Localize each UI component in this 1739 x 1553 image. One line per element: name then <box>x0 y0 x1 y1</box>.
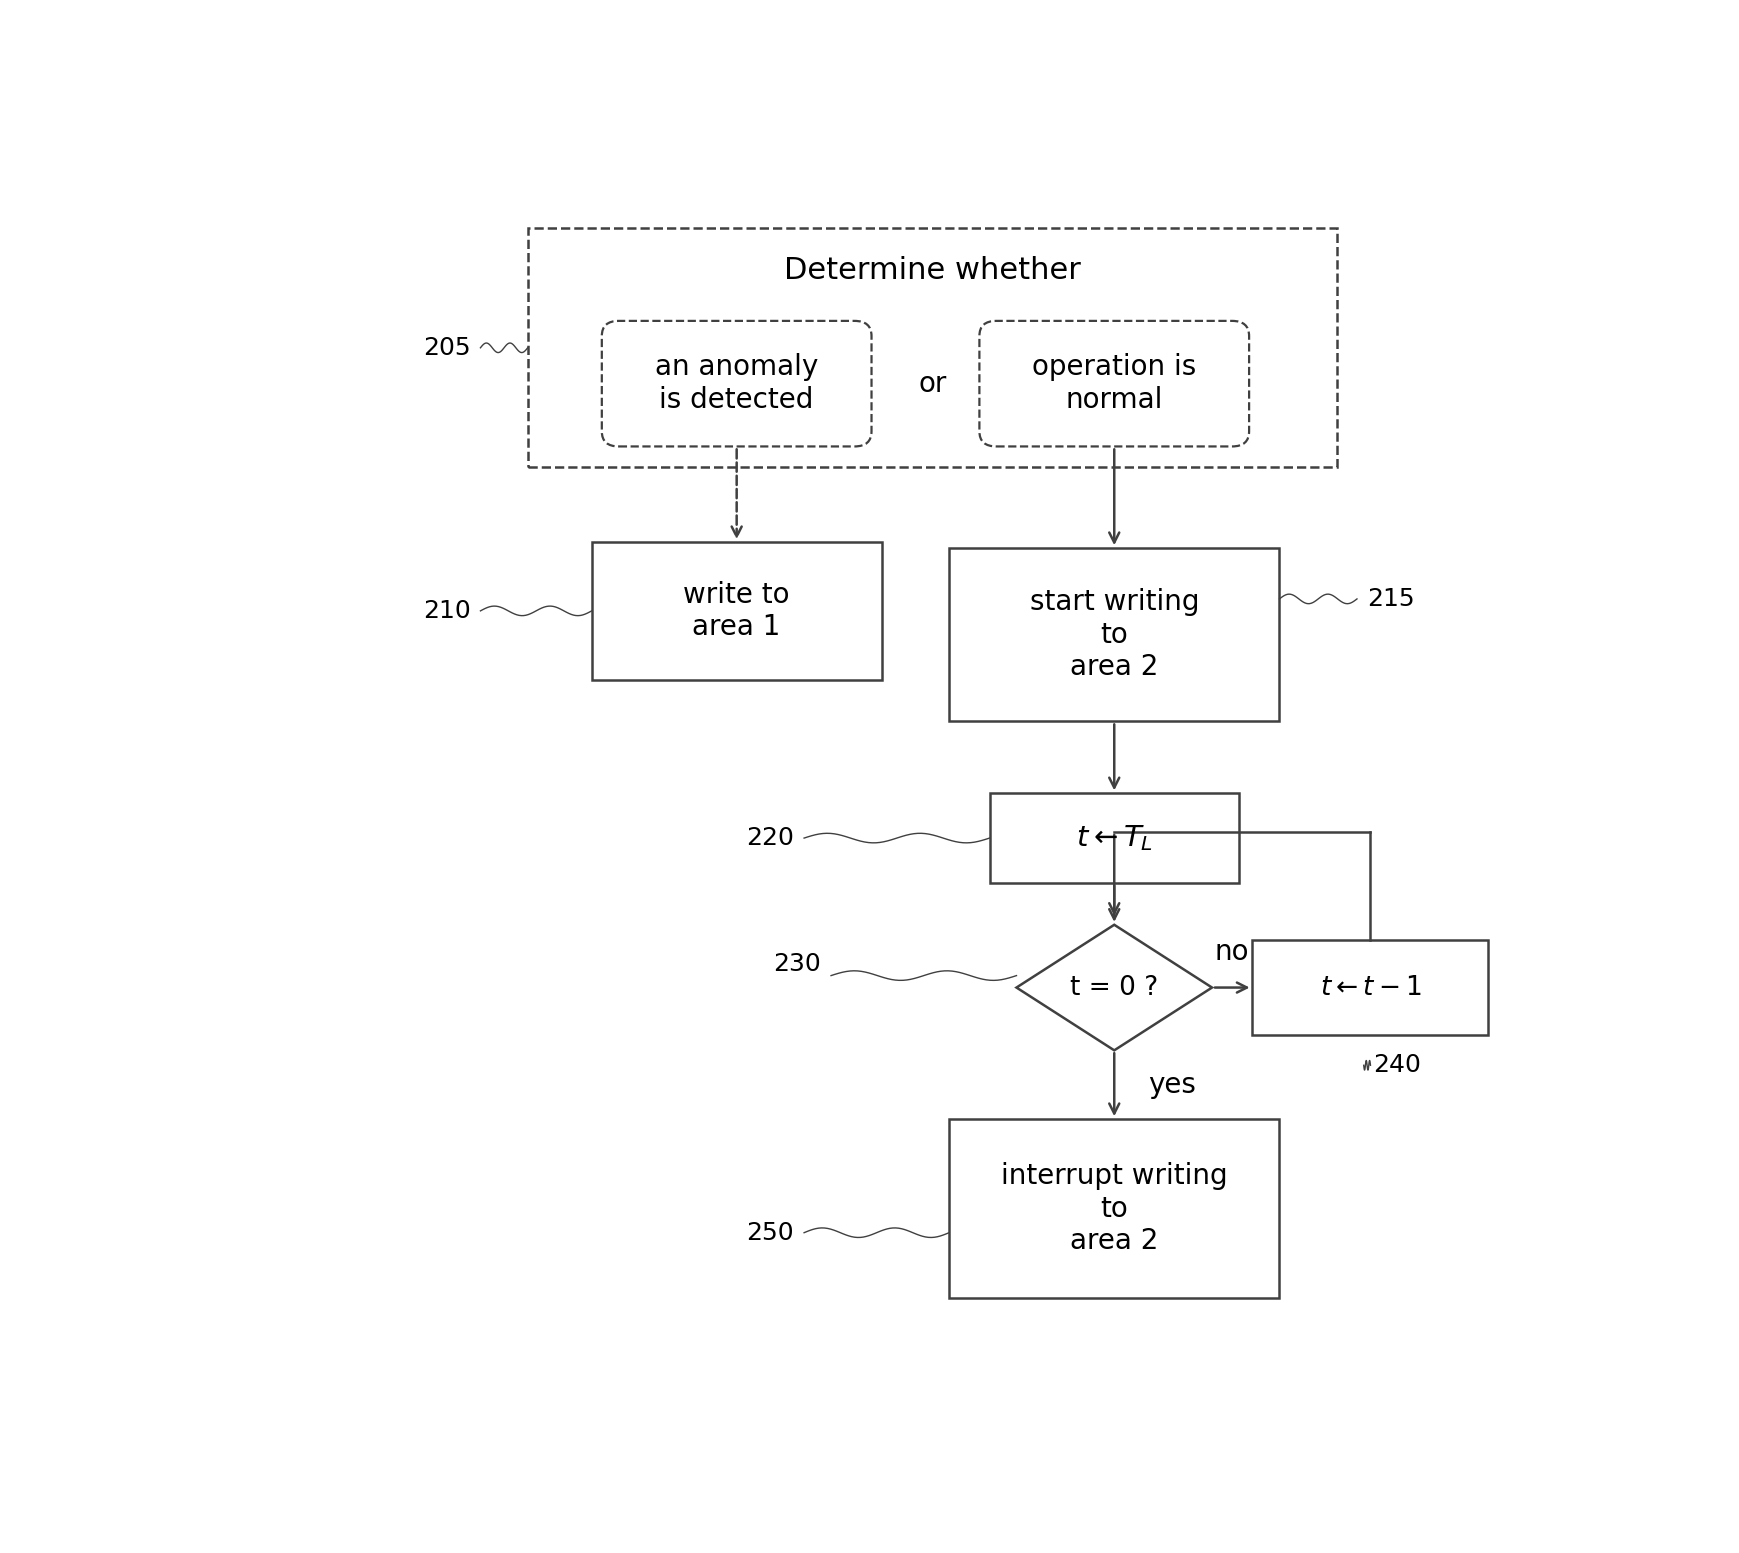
Bar <box>1252 940 1487 1036</box>
Text: t = 0 ?: t = 0 ? <box>1069 975 1158 1000</box>
Bar <box>948 1120 1278 1298</box>
Bar <box>527 228 1336 467</box>
Text: write to
area 1: write to area 1 <box>683 581 790 641</box>
Text: $t \leftarrow T_L$: $t \leftarrow T_L$ <box>1075 823 1153 853</box>
Text: 230: 230 <box>774 952 821 975</box>
Text: yes: yes <box>1148 1070 1195 1098</box>
Text: start writing
to
area 2: start writing to area 2 <box>1029 589 1198 682</box>
Bar <box>591 542 882 680</box>
FancyBboxPatch shape <box>602 321 871 446</box>
Text: Determine whether: Determine whether <box>783 256 1080 284</box>
Text: 250: 250 <box>746 1221 793 1244</box>
Text: 240: 240 <box>1372 1053 1421 1078</box>
Text: 205: 205 <box>423 335 470 360</box>
Text: or: or <box>918 370 946 398</box>
Polygon shape <box>1016 924 1212 1050</box>
Text: no: no <box>1214 938 1249 966</box>
Text: 220: 220 <box>746 826 795 849</box>
Text: interrupt writing
to
area 2: interrupt writing to area 2 <box>1000 1162 1226 1255</box>
Bar <box>948 548 1278 722</box>
Text: operation is
normal: operation is normal <box>1031 354 1196 413</box>
Bar <box>989 794 1238 884</box>
FancyBboxPatch shape <box>979 321 1249 446</box>
Text: 210: 210 <box>423 599 470 623</box>
Text: 215: 215 <box>1367 587 1414 610</box>
Text: $t \leftarrow t - 1$: $t \leftarrow t - 1$ <box>1318 975 1421 1000</box>
Text: an anomaly
is detected: an anomaly is detected <box>654 354 817 413</box>
